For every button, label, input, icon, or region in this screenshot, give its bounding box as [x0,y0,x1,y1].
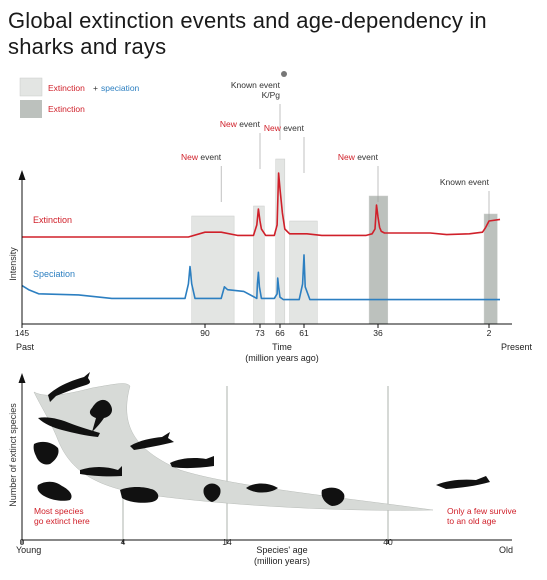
legend-swatch-ext-spec [19,77,43,97]
skate-silhouette [203,483,221,502]
top-x-left-label: Past [16,342,35,352]
shark-silhouette-4 [170,456,214,469]
top-y-label: Intensity [8,247,18,281]
legend-label-extinction: Extinction [48,83,85,93]
series-label-extinction: Extinction [33,215,72,225]
top-x-tick-label: 36 [373,328,383,338]
bottom-x-right-label: Old [499,545,513,555]
top-y-axis-arrow [18,170,26,180]
legend-swatch-extinction [20,100,42,118]
annotation-event-word: event [237,119,261,129]
figure-title: Global extinction events and age-depende… [8,8,487,59]
annotation-new-event: New event [220,119,261,129]
legend: Extinction + speciation Extinction [19,77,140,118]
top-series [21,172,501,301]
bottom-x-tick-label: 4 [121,537,126,547]
note-most-extinct-2: go extinct here [34,516,90,526]
top-x-tick-label: 90 [200,328,210,338]
annotation-new-event: New event [338,152,379,162]
silhouettes [33,372,490,506]
note-most-extinct-1: Most species [34,506,84,516]
extinction-speciation-box [253,205,265,325]
annotation-event-word: event [355,152,379,162]
stingray-silhouette-1 [89,399,112,432]
bottom-y-axis-arrow [18,373,26,383]
annotation-known-event: Known event [440,177,490,187]
ray-silhouette-2 [37,481,72,501]
sawfish-silhouette [321,487,345,506]
annotation-known-event: Known event [231,80,281,90]
note-few-survive-2: to an old age [447,516,496,526]
legend-label-speciation: speciation [101,83,140,93]
age-distribution-band [33,383,434,511]
extinction-box [483,213,498,325]
bottom-x-tick-label: 0 [20,537,25,547]
extinction-series-line [22,172,501,238]
shark-silhouette-6 [436,476,490,489]
bottom-x-left-label: Young [16,545,41,555]
stingray-silhouette-2 [120,487,159,503]
annotation-known-event-sub: K/Pg [262,90,281,100]
top-x-label-units: (million years ago) [245,353,319,363]
bottom-x-label: Species' age [256,545,307,555]
top-x-tick-label: 61 [299,328,309,338]
bottom-x-ticks: 0 4 14 40 [20,537,393,547]
top-x-tick-label: 66 [275,328,285,338]
shark-silhouette-2 [38,417,100,437]
annotation-new-word: New [220,119,238,129]
annotation-new-event: New event [181,152,222,162]
legend-label-extinction-only: Extinction [48,104,85,114]
bottom-x-label-units: (million years) [254,556,310,566]
bottom-x-tick-label: 14 [222,537,232,547]
annotation-new-word: New [264,123,282,133]
bottom-x-tick-label: 40 [383,537,393,547]
annotation-event-word: event [198,152,222,162]
top-x-tick-label: 73 [255,328,265,338]
top-x-ticks: 145 90 73 66 61 36 2 [15,324,492,338]
top-x-right-label: Present [501,342,533,352]
annotation-new-word: New [338,152,356,162]
shark-silhouette-1 [48,372,90,402]
ray-silhouette-3 [246,483,278,493]
annotation-event-word: event [281,123,305,133]
legend-label-plus: + [93,83,98,93]
asteroid-icon [281,71,287,77]
annotation-new-word: New [181,152,199,162]
bottom-y-label: Number of extinct species [8,403,18,507]
shark-silhouette-5 [80,466,122,477]
note-few-survive-1: Only a few survive [447,506,517,516]
top-x-label: Time [272,342,292,352]
ray-silhouette-1 [33,441,59,465]
series-label-speciation: Speciation [33,269,75,279]
top-x-tick-label: 145 [15,328,29,338]
annotation-new-event: New event [264,123,305,133]
top-x-tick-label: 2 [487,328,492,338]
shark-silhouette-3 [130,432,174,450]
speciation-series-line [21,254,500,301]
